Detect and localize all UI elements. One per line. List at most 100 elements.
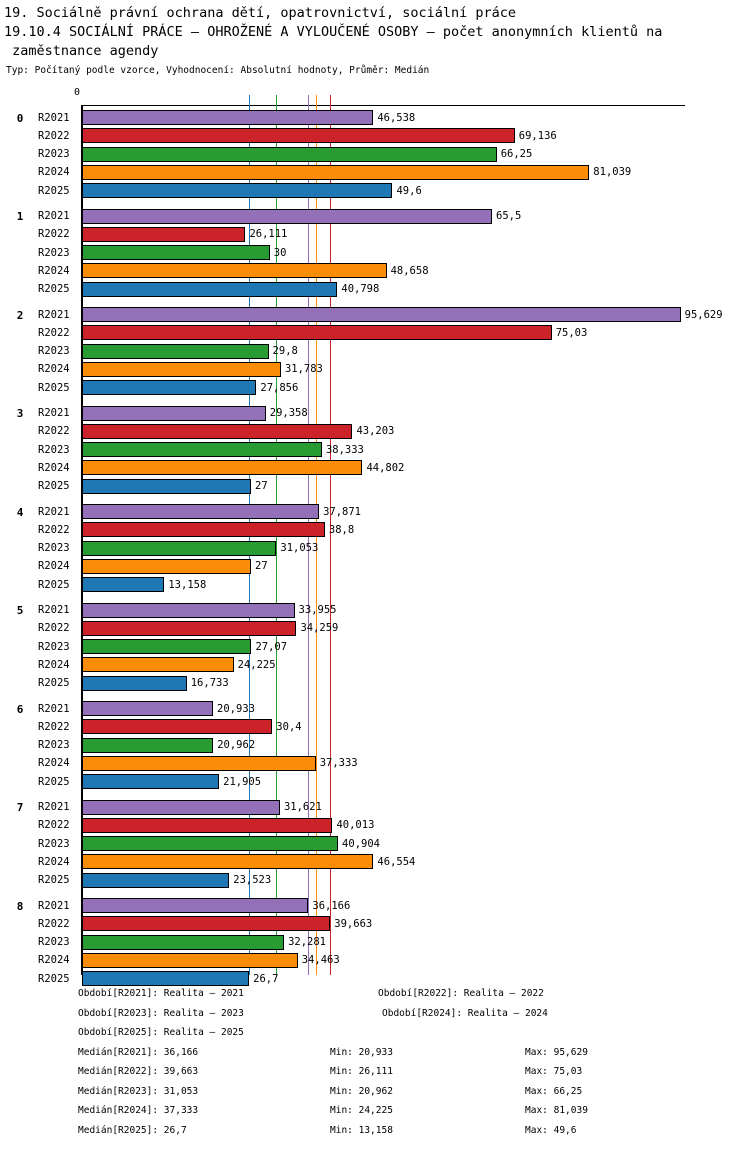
chart-row[interactable]: R2025 40,798 xyxy=(0,280,750,298)
bar-r2024[interactable] xyxy=(82,164,590,180)
chart-row[interactable]: R2022 39,663 xyxy=(0,915,750,933)
bar-r2022[interactable] xyxy=(82,522,325,538)
bar-r2021[interactable] xyxy=(82,208,493,224)
bar-r2025[interactable] xyxy=(82,281,338,297)
bar-r2025[interactable] xyxy=(82,183,393,199)
bar-r2023[interactable] xyxy=(82,737,214,753)
chart-row[interactable]: R2025 13,158 xyxy=(0,576,750,594)
chart-row[interactable]: R2023 31,053 xyxy=(0,539,750,557)
chart-row[interactable]: R2023 38,333 xyxy=(0,441,750,459)
chart-row[interactable]: R2023 29,8 xyxy=(0,342,750,360)
chart-row[interactable]: R2021 65,5 xyxy=(0,207,750,225)
bar-r2023[interactable] xyxy=(82,540,277,556)
stat-median: Medián[R2025]: 26,7 xyxy=(78,1124,187,1136)
bar-r2022[interactable] xyxy=(82,719,273,735)
chart-row[interactable]: R2021 36,166 xyxy=(0,897,750,915)
bar-r2022[interactable] xyxy=(82,620,297,636)
chart-row[interactable]: R2023 27,07 xyxy=(0,638,750,656)
bar-value-label: 16,733 xyxy=(190,677,229,690)
bar-r2024[interactable] xyxy=(82,558,252,574)
bar-r2025[interactable] xyxy=(82,478,252,494)
bar-r2025[interactable] xyxy=(82,872,230,888)
bar-r2024[interactable] xyxy=(82,361,281,377)
chart-row[interactable]: R2022 38,8 xyxy=(0,521,750,539)
chart-row[interactable]: R2024 31,783 xyxy=(0,360,750,378)
chart-row[interactable]: R2022 75,03 xyxy=(0,324,750,342)
chart-row[interactable]: R2024 24,225 xyxy=(0,656,750,674)
chart-row[interactable]: R2024 81,039 xyxy=(0,163,750,181)
chart-row[interactable]: R2024 34,463 xyxy=(0,951,750,969)
bar-r2025[interactable] xyxy=(82,380,257,396)
bar-r2022[interactable] xyxy=(82,128,515,144)
chart-row[interactable]: R2025 27,856 xyxy=(0,379,750,397)
stat-min: Min: 13,158 xyxy=(330,1124,393,1136)
bar-r2022[interactable] xyxy=(82,916,331,932)
chart-row[interactable]: R2025 27 xyxy=(0,477,750,495)
bar-r2023[interactable] xyxy=(82,934,285,950)
bar-r2024[interactable] xyxy=(82,657,234,673)
chart-row[interactable]: R2021 31,621 xyxy=(0,798,750,816)
bar-r2023[interactable] xyxy=(82,245,270,261)
chart-row[interactable]: R2023 40,904 xyxy=(0,835,750,853)
chart-row[interactable]: R2022 26,111 xyxy=(0,225,750,243)
chart-row[interactable]: R2023 20,962 xyxy=(0,736,750,754)
bar-value-label: 24,225 xyxy=(237,658,276,671)
bar-r2023[interactable] xyxy=(82,146,497,162)
bar-r2025[interactable] xyxy=(82,774,220,790)
chart-row[interactable]: R2025 23,523 xyxy=(0,871,750,889)
chart-row[interactable]: R2025 21,905 xyxy=(0,773,750,791)
bar-r2021[interactable] xyxy=(82,504,320,519)
bar-r2022[interactable] xyxy=(82,423,353,439)
bar-r2025[interactable] xyxy=(82,675,187,691)
bar-r2024[interactable] xyxy=(82,952,298,968)
chart-row[interactable]: R2021 46,538 xyxy=(0,109,750,127)
chart-row[interactable]: R2025 49,6 xyxy=(0,182,750,200)
bar-r2022[interactable] xyxy=(82,325,552,341)
bar-r2021[interactable] xyxy=(82,898,309,913)
chart-row[interactable]: R2023 32,281 xyxy=(0,933,750,951)
chart-row[interactable]: R2024 37,333 xyxy=(0,754,750,772)
bar-r2021[interactable] xyxy=(82,701,214,716)
bar-r2025[interactable] xyxy=(82,577,165,593)
chart-row[interactable]: R2021 20,933 xyxy=(0,700,750,718)
bar-r2024[interactable] xyxy=(82,755,316,771)
bar-r2021[interactable] xyxy=(82,405,266,421)
chart-row[interactable]: R2022 40,013 xyxy=(0,816,750,834)
row-label-r2025: R2025 xyxy=(38,283,70,296)
chart-row[interactable]: R2023 66,25 xyxy=(0,145,750,163)
bar-r2024[interactable] xyxy=(82,263,387,279)
bar-r2025[interactable] xyxy=(82,971,250,987)
bar-r2024[interactable] xyxy=(82,854,374,870)
chart-row[interactable]: R2024 48,658 xyxy=(0,262,750,280)
chart-row[interactable]: R2022 43,203 xyxy=(0,422,750,440)
chart-row[interactable]: R2024 46,554 xyxy=(0,853,750,871)
bar-r2023[interactable] xyxy=(82,836,339,852)
stat-row: Medián[R2021]: 36,166 Min: 20,933 Max: 95,… xyxy=(0,1047,750,1067)
chart-row[interactable]: R2022 30,4 xyxy=(0,718,750,736)
bar-r2021[interactable] xyxy=(82,799,280,815)
chart-row[interactable]: R2022 69,136 xyxy=(0,127,750,145)
chart-row[interactable]: R2021 95,629 xyxy=(0,306,750,324)
bar-r2021[interactable] xyxy=(82,602,295,618)
row-label-r2021: R2021 xyxy=(38,407,70,419)
bar-value-label: 13,158 xyxy=(168,578,207,591)
row-label-r2022: R2022 xyxy=(38,326,70,339)
bar-r2021[interactable] xyxy=(82,110,374,125)
bar-r2021[interactable] xyxy=(82,307,681,322)
bar-r2024[interactable] xyxy=(82,460,363,476)
bar-r2022[interactable] xyxy=(82,226,246,242)
chart-row[interactable]: R2025 26,7 xyxy=(0,970,750,988)
bar-r2023[interactable] xyxy=(82,639,252,655)
chart-row[interactable]: R2022 34,259 xyxy=(0,619,750,637)
bar-r2022[interactable] xyxy=(82,817,333,833)
chart-row[interactable]: R2025 16,733 xyxy=(0,674,750,692)
legend-row: Období[R2023]: Realita – 2023 Období[R202… xyxy=(0,1008,750,1028)
chart-row[interactable]: R2021 33,955 xyxy=(0,601,750,619)
chart-row[interactable]: R2024 27 xyxy=(0,557,750,575)
chart-row[interactable]: R2021 37,871 xyxy=(0,503,750,521)
chart-row[interactable]: R2021 29,358 xyxy=(0,404,750,422)
bar-r2023[interactable] xyxy=(82,442,322,458)
bar-r2023[interactable] xyxy=(82,343,269,359)
chart-row[interactable]: R2024 44,802 xyxy=(0,459,750,477)
chart-row[interactable]: R2023 30 xyxy=(0,244,750,262)
